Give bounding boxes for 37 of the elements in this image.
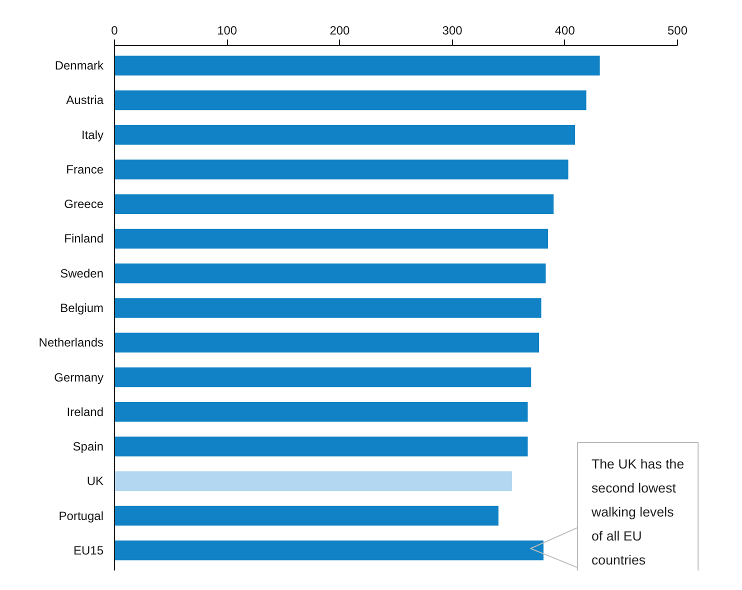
- y-tick-label: Spain: [72, 440, 104, 454]
- bar: [114, 506, 498, 526]
- bar: [114, 540, 544, 560]
- bar: [114, 228, 548, 249]
- bar: [114, 194, 554, 214]
- y-tick-label: Belgium: [60, 301, 104, 315]
- annotation: The UK has the second lowest walking levels of all EU countries: [590, 456, 684, 568]
- bar: [114, 298, 542, 318]
- y-tick-label: Sweden: [60, 266, 104, 280]
- bar: [114, 436, 528, 456]
- x-tick-label: 0: [111, 24, 118, 38]
- y-tick-label: Austria: [66, 93, 104, 108]
- y-tick-label: Portugal: [58, 508, 104, 523]
- bar: [114, 90, 586, 110]
- y-tick-label: UK: [86, 474, 104, 488]
- bar: [114, 264, 546, 284]
- bar: [114, 402, 528, 422]
- bar: [114, 471, 512, 492]
- y-tick-label: Denmark: [54, 58, 104, 73]
- y-tick-label: France: [66, 162, 104, 176]
- bar: [114, 367, 532, 388]
- y-tick-label: Germany: [54, 370, 104, 384]
- x-tick-label: 200: [330, 24, 350, 38]
- bar: [114, 124, 576, 145]
- y-tick-label: EU15: [73, 543, 104, 558]
- y-tick-label: Netherlands: [38, 336, 104, 350]
- y-tick-label: Finland: [64, 232, 104, 246]
- bar: [114, 160, 568, 180]
- x-tick-label: 500: [667, 24, 688, 38]
- x-tick-label: 100: [217, 24, 238, 38]
- x-tick-label: 300: [442, 24, 463, 38]
- x-tick-label: 400: [554, 24, 576, 38]
- y-tick-label: Greece: [64, 197, 104, 212]
- y-tick-label: Italy: [81, 128, 104, 142]
- bar: [114, 332, 539, 352]
- bar: [114, 56, 600, 76]
- y-tick-label: Ireland: [66, 404, 104, 419]
